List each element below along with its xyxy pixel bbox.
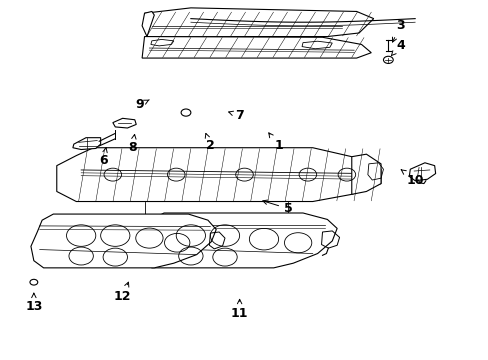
Text: 12: 12 bbox=[114, 282, 131, 303]
Polygon shape bbox=[57, 148, 380, 202]
Polygon shape bbox=[31, 214, 216, 268]
Text: 5: 5 bbox=[262, 200, 292, 215]
Text: 8: 8 bbox=[128, 134, 136, 154]
Polygon shape bbox=[113, 118, 136, 128]
Text: 6: 6 bbox=[99, 148, 107, 167]
Text: 7: 7 bbox=[228, 109, 244, 122]
Polygon shape bbox=[142, 37, 370, 58]
Polygon shape bbox=[138, 213, 336, 268]
Text: 2: 2 bbox=[205, 134, 214, 152]
Polygon shape bbox=[408, 163, 435, 181]
Text: 9: 9 bbox=[135, 98, 149, 111]
Polygon shape bbox=[142, 12, 154, 37]
Text: 13: 13 bbox=[25, 293, 42, 313]
Polygon shape bbox=[144, 8, 373, 37]
Text: 3: 3 bbox=[392, 19, 404, 42]
Text: 4: 4 bbox=[390, 39, 404, 56]
Polygon shape bbox=[351, 154, 380, 194]
Polygon shape bbox=[73, 138, 101, 149]
Text: 10: 10 bbox=[400, 170, 423, 186]
Text: 11: 11 bbox=[230, 299, 248, 320]
Text: 1: 1 bbox=[268, 133, 283, 152]
